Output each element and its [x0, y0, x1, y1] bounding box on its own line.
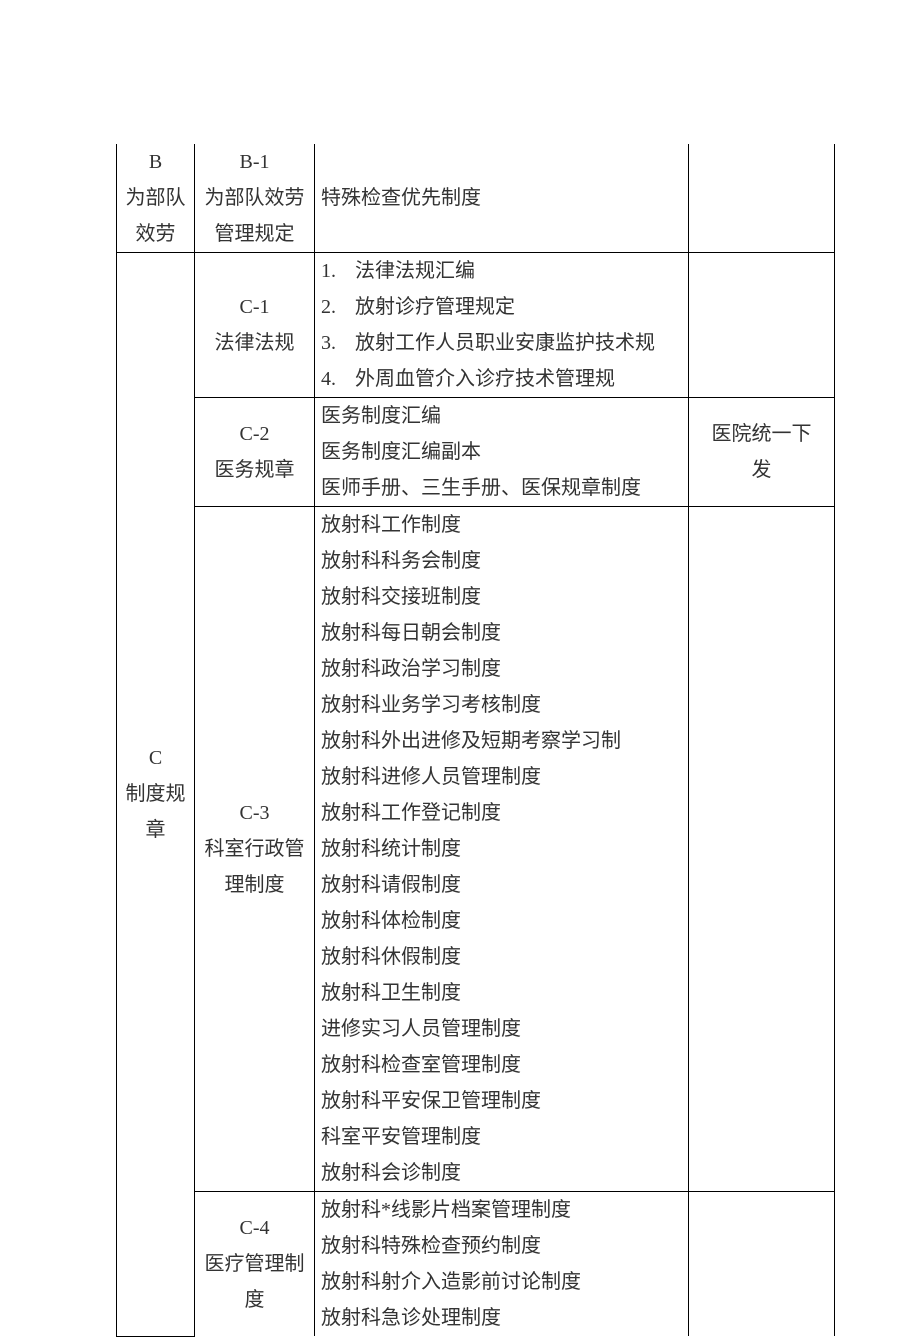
- subcategory-cell: C-1 法律法规: [195, 253, 315, 398]
- list-number: 1.: [321, 253, 355, 289]
- subcategory-label-line: 度: [195, 1282, 314, 1318]
- content-line: 放射科平安保卫管理制度: [321, 1083, 688, 1119]
- content-cell: 1.法律法规汇编 2.放射诊疗管理规定 3.放射工作人员职业安康监护技术规 4.…: [315, 253, 689, 398]
- content-line: 放射科会诊制度: [321, 1155, 688, 1191]
- category-label-line: 效劳: [117, 216, 194, 252]
- note-cell: [689, 1192, 835, 1337]
- subcategory-label-line: 法律法规: [195, 325, 314, 361]
- category-label-line: 制度规: [117, 776, 194, 812]
- table-row: C-4 医疗管理制 度 放射科*线影片档案管理制度 放射科特殊检查预约制度 放射…: [117, 1192, 835, 1337]
- content-line: 放射科外出进修及短期考察学习制: [321, 723, 688, 759]
- list-item: 4.外周血管介入诊疗技术管理规: [321, 361, 688, 397]
- table-row: B 为部队 效劳 B-1 为部队效劳 管理规定 特殊检查优先制度: [117, 144, 835, 253]
- subcategory-code: C-2: [195, 416, 314, 452]
- subcategory-cell: C-4 医疗管理制 度: [195, 1192, 315, 1337]
- subcategory-label-line: 医务规章: [195, 452, 314, 488]
- note-cell: [689, 253, 835, 398]
- subcategory-label-line: 为部队效劳: [195, 180, 314, 216]
- content-line: 放射科体检制度: [321, 903, 688, 939]
- content-line: 科室平安管理制度: [321, 1119, 688, 1155]
- table-row: C 制度规 章 C-1 法律法规 1.法律法规汇编 2.放射诊疗管理规定 3.放…: [117, 253, 835, 398]
- content-cell: 医务制度汇编 医务制度汇编副本 医师手册、三生手册、医保规章制度: [315, 398, 689, 507]
- table-row: C-3 科室行政管 理制度 放射科工作制度 放射科科务会制度 放射科交接班制度 …: [117, 507, 835, 1192]
- content-cell: 放射科*线影片档案管理制度 放射科特殊检查预约制度 放射科射介入造影前讨论制度 …: [315, 1192, 689, 1337]
- subcategory-label-line: 管理规定: [195, 216, 314, 252]
- list-number: 3.: [321, 325, 355, 361]
- content-line: 放射科业务学习考核制度: [321, 687, 688, 723]
- subcategory-code: C-1: [195, 289, 314, 325]
- content-line: 法律法规汇编: [355, 253, 475, 289]
- content-line: 放射科请假制度: [321, 867, 688, 903]
- content-line: 放射科每日朝会制度: [321, 615, 688, 651]
- content-line: 放射科检查室管理制度: [321, 1047, 688, 1083]
- content-line: 放射科急诊处理制度: [321, 1300, 688, 1336]
- content-line: 放射科工作制度: [321, 507, 688, 543]
- note-line: 医院统一下: [689, 416, 834, 452]
- category-label-line: 章: [117, 812, 194, 848]
- content-line: 放射科卫生制度: [321, 975, 688, 1011]
- content-line: 放射科射介入造影前讨论制度: [321, 1264, 688, 1300]
- list-number: 4.: [321, 361, 355, 397]
- content-line: 医务制度汇编: [321, 398, 688, 434]
- subcategory-cell: B-1 为部队效劳 管理规定: [195, 144, 315, 253]
- subcategory-label-line: 科室行政管: [195, 831, 314, 867]
- ordered-list: 1.法律法规汇编 2.放射诊疗管理规定 3.放射工作人员职业安康监护技术规 4.…: [321, 253, 688, 397]
- category-code: C: [117, 740, 194, 776]
- content-line: 放射诊疗管理规定: [355, 289, 515, 325]
- content-cell: 放射科工作制度 放射科科务会制度 放射科交接班制度 放射科每日朝会制度 放射科政…: [315, 507, 689, 1192]
- list-item: 3.放射工作人员职业安康监护技术规: [321, 325, 688, 361]
- list-item: 1.法律法规汇编: [321, 253, 688, 289]
- category-cell: C 制度规 章: [117, 253, 195, 1337]
- content-line: 放射科特殊检查预约制度: [321, 1228, 688, 1264]
- content-line: 特殊检查优先制度: [321, 180, 688, 216]
- content-cell: 特殊检查优先制度: [315, 144, 689, 253]
- content-line: 外周血管介入诊疗技术管理规: [355, 361, 615, 397]
- note-cell: [689, 507, 835, 1192]
- content-line: 放射科统计制度: [321, 831, 688, 867]
- subcategory-cell: C-3 科室行政管 理制度: [195, 507, 315, 1192]
- list-item: 2.放射诊疗管理规定: [321, 289, 688, 325]
- content-line: 放射工作人员职业安康监护技术规: [355, 325, 655, 361]
- content-line: 医师手册、三生手册、医保规章制度: [321, 470, 688, 506]
- list-number: 2.: [321, 289, 355, 325]
- subcategory-cell: C-2 医务规章: [195, 398, 315, 507]
- category-label-line: 为部队: [117, 180, 194, 216]
- content-line: 放射科科务会制度: [321, 543, 688, 579]
- category-cell: B 为部队 效劳: [117, 144, 195, 253]
- content-line: 放射科进修人员管理制度: [321, 759, 688, 795]
- subcategory-code: C-4: [195, 1210, 314, 1246]
- subcategory-code: C-3: [195, 795, 314, 831]
- content-line: 医务制度汇编副本: [321, 434, 688, 470]
- table-row: C-2 医务规章 医务制度汇编 医务制度汇编副本 医师手册、三生手册、医保规章制…: [117, 398, 835, 507]
- content-line: 放射科工作登记制度: [321, 795, 688, 831]
- content-line: 放射科*线影片档案管理制度: [321, 1192, 688, 1228]
- subcategory-label-line: 理制度: [195, 867, 314, 903]
- document-table-wrapper: B 为部队 效劳 B-1 为部队效劳 管理规定 特殊检查优先制度 C 制: [116, 144, 834, 1337]
- note-line: 发: [689, 452, 834, 488]
- subcategory-code: B-1: [195, 144, 314, 180]
- content-line: 放射科休假制度: [321, 939, 688, 975]
- note-cell: 医院统一下 发: [689, 398, 835, 507]
- regulation-table: B 为部队 效劳 B-1 为部队效劳 管理规定 特殊检查优先制度 C 制: [116, 144, 835, 1337]
- content-line: 进修实习人员管理制度: [321, 1011, 688, 1047]
- category-code: B: [117, 144, 194, 180]
- content-line: 放射科政治学习制度: [321, 651, 688, 687]
- subcategory-label-line: 医疗管理制: [195, 1246, 314, 1282]
- content-line: 放射科交接班制度: [321, 579, 688, 615]
- note-cell: [689, 144, 835, 253]
